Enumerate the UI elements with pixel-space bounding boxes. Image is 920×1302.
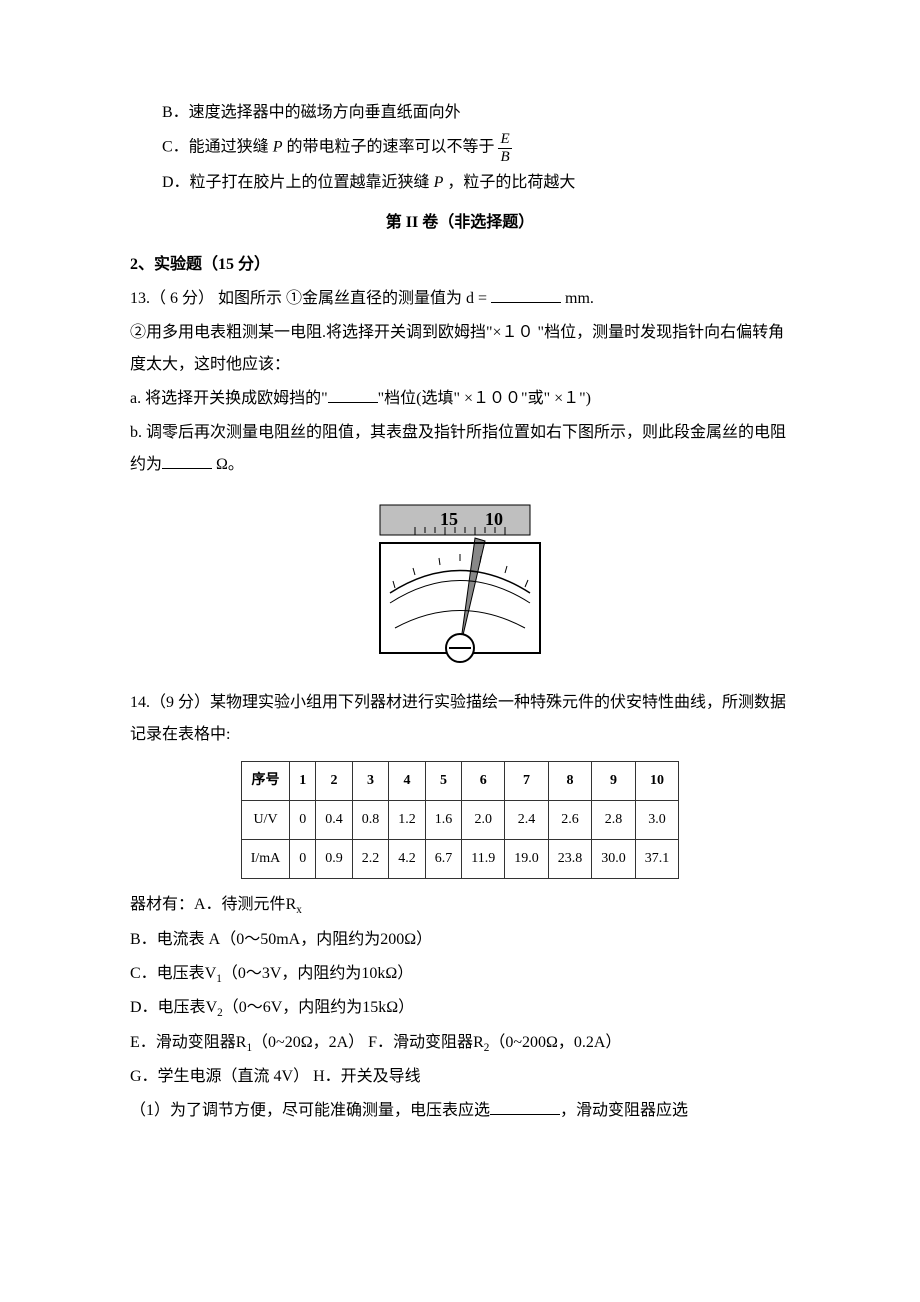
- multimeter-figure: 15 10: [130, 493, 790, 675]
- equip-ef: E．滑动变阻器R1（0~20Ω，2A） F．滑动变阻器R2（0~200Ω，0.2…: [130, 1027, 790, 1060]
- table-header-row: 序号 1 2 3 4 5 6 7 8 9 10: [241, 762, 679, 801]
- label-10: 10: [485, 509, 503, 529]
- fraction-e-over-b: E B: [498, 131, 511, 165]
- option-b: B．速度选择器中的磁场方向垂直纸面向外: [130, 97, 790, 129]
- q14-1: （1）为了调节方便，尽可能准确测量，电压表应选，滑动变阻器应选: [130, 1095, 790, 1127]
- equip-b: B．电流表 A（0～50mA，内阻约为200Ω）: [130, 924, 790, 956]
- blank-b: [162, 453, 212, 469]
- q13-p2: ②用多用电表粗测某一电阻.将选择开关调到欧姆挡"×１０ "档位，测量时发现指针向…: [130, 317, 790, 381]
- option-c: C．能通过狭缝 P 的带电粒子的速率可以不等于 E B: [130, 131, 790, 165]
- experiment-title: 2、实验题（15 分）: [130, 249, 790, 281]
- option-c-prefix: C．能通过狭缝: [162, 139, 269, 156]
- blank-a: [328, 387, 378, 403]
- equip-c: C．电压表V1（0～3V，内阻约为10kΩ）: [130, 958, 790, 991]
- meter-needle: [460, 538, 485, 648]
- equip-a: 器材有：A．待测元件Rx: [130, 889, 790, 922]
- label-15: 15: [440, 509, 458, 529]
- q14-stem: 14.（9 分）某物理实验小组用下列器材进行实验描绘一种特殊元件的伏安特性曲线，…: [130, 687, 790, 751]
- equip-gh: G．学生电源（直流 4V） H．开关及导线: [130, 1061, 790, 1093]
- q13-stem: 13.（ 6 分） 如图所示 ①金属丝直径的测量值为 d = mm.: [130, 283, 790, 315]
- option-d-suffix: ，粒子的比荷越大: [447, 174, 575, 191]
- option-d-prefix: D．粒子打在胶片上的位置越靠近狭缝: [162, 174, 430, 191]
- option-d: D．粒子打在胶片上的位置越靠近狭缝 P ，粒子的比荷越大: [130, 167, 790, 199]
- option-c-mid: 的带电粒子的速率可以不等于: [286, 139, 494, 156]
- var-p2: P: [434, 174, 444, 191]
- table-row-i: I/mA 0 0.9 2.2 4.2 6.7 11.9 19.0 23.8 30…: [241, 840, 679, 879]
- frac-den: B: [498, 149, 511, 166]
- q13-a: a. 将选择开关换成欧姆挡的""档位(选填" ×１００"或" ×１"): [130, 383, 790, 415]
- q13-b: b. 调零后再次测量电阻丝的阻值，其表盘及指针所指位置如右下图所示，则此段金属丝…: [130, 417, 790, 481]
- equip-d: D．电压表V2（0～6V，内阻约为15kΩ）: [130, 992, 790, 1025]
- table-row-u: U/V 0 0.4 0.8 1.2 1.6 2.0 2.4 2.6 2.8 3.…: [241, 801, 679, 840]
- var-p: P: [273, 139, 283, 156]
- blank-voltmeter: [490, 1099, 560, 1115]
- frac-num: E: [498, 131, 511, 149]
- section-ii-title: 第 II 卷（非选择题）: [130, 207, 790, 239]
- iv-data-table: 序号 1 2 3 4 5 6 7 8 9 10 U/V 0 0.4 0.8 1.…: [241, 761, 680, 879]
- blank-d: [491, 287, 561, 303]
